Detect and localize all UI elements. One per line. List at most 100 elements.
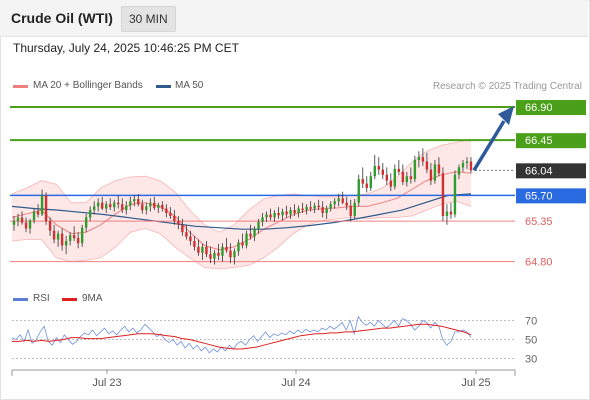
candle-body xyxy=(353,202,356,216)
bollinger-lower-line xyxy=(11,200,472,270)
forecast-arrow-head xyxy=(498,106,514,126)
candle-body xyxy=(261,217,264,222)
candle-body xyxy=(209,254,212,259)
candle-body xyxy=(385,174,389,181)
candle-body xyxy=(253,229,256,237)
candle-body xyxy=(76,238,80,244)
candle-body xyxy=(133,199,136,202)
x-tick-label: Jul 23 xyxy=(92,377,121,389)
candle-body xyxy=(373,165,376,177)
bollinger-band-fill xyxy=(12,139,471,269)
candle-body xyxy=(321,207,324,214)
candle-body xyxy=(217,252,220,256)
forecast-arrow-shaft xyxy=(472,120,506,172)
ma20-legend-swatch xyxy=(13,85,28,88)
candle-body xyxy=(229,250,232,258)
candle-body xyxy=(137,199,140,205)
candle-body xyxy=(225,246,228,251)
target-level-2-tag xyxy=(516,100,586,116)
candle-body xyxy=(361,179,364,184)
candle-body xyxy=(96,202,100,207)
candle-body xyxy=(333,201,336,205)
candle-body xyxy=(381,169,385,175)
candle-body xyxy=(309,207,312,209)
support-level-1-label: 65.35 xyxy=(525,216,553,228)
candle-body xyxy=(425,161,429,170)
candle-body xyxy=(100,202,104,209)
candle-body xyxy=(377,165,380,170)
candle-body xyxy=(369,176,372,188)
candle-body xyxy=(72,235,76,239)
candle-body xyxy=(105,204,108,209)
candle-body xyxy=(445,211,449,216)
candle-body xyxy=(28,220,32,229)
candle-body xyxy=(20,217,24,223)
pivot-level-tag xyxy=(516,188,586,204)
candle-body xyxy=(64,240,68,246)
rsi-ma9-line xyxy=(12,323,472,350)
candle-body xyxy=(48,221,52,231)
candle-body xyxy=(301,208,304,211)
pivot-level-label: 65.70 xyxy=(525,190,553,202)
candle-body xyxy=(233,251,236,258)
candle-body xyxy=(109,204,112,208)
candle-body xyxy=(68,235,72,241)
last-price-level-label: 66.04 xyxy=(525,165,553,177)
candle-body xyxy=(44,195,48,222)
candle-body xyxy=(277,213,280,216)
candle-body xyxy=(457,167,461,175)
candle-body xyxy=(161,204,164,209)
candle-body xyxy=(189,236,192,241)
candle-body xyxy=(241,242,244,246)
candle-body xyxy=(121,204,124,211)
x-tick-label: Jul 24 xyxy=(281,377,310,389)
rsi-tick-label: 70 xyxy=(525,316,537,328)
candle-body xyxy=(433,164,437,181)
candle-body xyxy=(125,205,128,211)
ma50-line xyxy=(11,193,472,230)
candle-body xyxy=(181,224,184,233)
candle-body xyxy=(12,221,16,225)
target-level-1-label: 66.45 xyxy=(525,135,553,147)
rsi-legend-swatch xyxy=(13,298,28,301)
candle-body xyxy=(409,176,413,180)
candle-body xyxy=(149,202,152,207)
candle-body xyxy=(429,169,433,181)
x-tick-label: Jul 25 xyxy=(461,377,490,389)
candle-body xyxy=(269,214,272,218)
candle-body xyxy=(153,202,156,208)
candle-body xyxy=(177,221,180,225)
candle-body xyxy=(113,202,116,208)
support-level-2-label: 64.80 xyxy=(525,257,553,269)
candle-body xyxy=(453,174,457,215)
candle-body xyxy=(52,230,56,240)
ma20-legend-label: MA 20 + Bollinger Bands xyxy=(33,80,143,91)
candle-body xyxy=(193,240,196,247)
timeframe-button[interactable]: 30 MIN xyxy=(121,6,176,32)
candle-body xyxy=(56,233,60,240)
candle-body xyxy=(405,176,409,183)
candle-body xyxy=(437,164,441,174)
candle-body xyxy=(465,161,469,163)
candle-body xyxy=(325,208,328,214)
candle-body xyxy=(145,206,148,211)
candle-body xyxy=(329,204,332,209)
candle-body xyxy=(245,233,248,246)
ma9-legend-label: 9MA xyxy=(82,293,103,304)
candle-body xyxy=(357,179,360,203)
candle-body xyxy=(201,246,204,253)
candle-body xyxy=(40,195,44,215)
candle-body xyxy=(32,211,36,221)
candle-body xyxy=(393,168,397,187)
candle-body xyxy=(173,215,176,222)
candle-body xyxy=(237,242,240,252)
candle-body xyxy=(293,210,296,214)
instrument-title: Crude Oil (WTI) xyxy=(11,10,113,26)
candle-body xyxy=(449,211,453,215)
candle-body xyxy=(317,205,320,208)
ma50-legend-label: MA 50 xyxy=(175,80,204,91)
target-level-2-label: 66.90 xyxy=(525,102,553,114)
candle-body xyxy=(297,208,300,214)
candle-body xyxy=(461,162,465,168)
